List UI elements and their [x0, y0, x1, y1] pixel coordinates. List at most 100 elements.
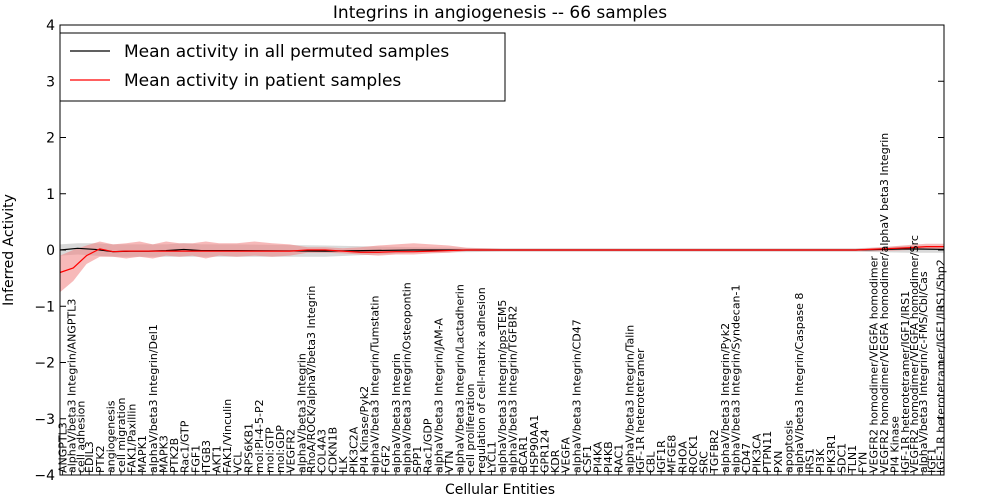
- entity-label: TLN1: [846, 445, 859, 474]
- entity-label: VEGFR2 homodimer/VEGFA homodimer/Src: [908, 235, 921, 473]
- entity-label: FGF2: [379, 445, 392, 473]
- entity-label: mol:GDP: [274, 425, 287, 473]
- chart-title: Integrins in angiogenesis -- 66 samples: [333, 3, 667, 23]
- entity-label: alphaV/beta3 Integrin/Del1: [147, 324, 160, 473]
- entity-label: alphaV/beta3 Integrin/CD47: [570, 319, 583, 473]
- entity-label: PI4 Kinase: [889, 416, 902, 473]
- entity-label: alphaV/beta3 Integrin/Osteopontin: [401, 282, 414, 473]
- entity-label: COL4A3: [316, 429, 329, 473]
- y-axis-label: Inferred Activity: [1, 194, 17, 306]
- entity-label: alphaV/beta3 Integrin/JAM-A: [432, 318, 445, 473]
- entity-label: TGFBR2: [708, 429, 721, 474]
- entity-label: mol:GTP: [264, 427, 277, 473]
- legend-box: [59, 32, 506, 102]
- entity-label: cell adhesion: [74, 401, 87, 473]
- entity-label: VEGFR2: [285, 429, 298, 473]
- entity-label: AKT1: [210, 445, 223, 473]
- y-axis-ticks: −4 −3 −2 −1 0 1 2 3 4: [34, 18, 944, 484]
- y-tick-label: 2: [46, 131, 55, 147]
- entity-label: VTN: [443, 451, 456, 473]
- entity-label: VEGFR2 homodimer/VEGFA homodimer/alphaV …: [878, 133, 891, 473]
- entity-label: alphaV/beta3 Integrin/Lactadherin: [454, 284, 467, 473]
- entity-label: ITGB3: [200, 440, 213, 473]
- entity-label: PTK2B: [168, 438, 181, 473]
- entity-label: regulation of cell-matrix adhesion: [475, 287, 488, 473]
- entity-label: KDR: [549, 449, 562, 473]
- entity-label: alphaV/beta3 Integrin/c-FMS/Cbl/Cas: [917, 271, 930, 473]
- entity-label: RPS6KB1: [242, 423, 255, 473]
- entity-label: MAPK1: [136, 435, 149, 473]
- entity-label: alphaV/beta3 Integrin/ANGPTL3: [65, 299, 78, 473]
- entity-label: cell proliferation: [464, 383, 477, 473]
- entity-label: alphaV/beta3 Integrin/TGFBR2: [507, 306, 520, 473]
- entity-label: FAK1/Paxillin: [126, 404, 139, 473]
- entity-label: mol:PI-4-5-P2: [253, 399, 266, 473]
- legend: Mean activity in all permuted samples Me…: [59, 32, 506, 102]
- entity-label: PTPN11: [761, 431, 774, 473]
- entity-label: alphaV/beta3 Integrin/ppsTEM5: [496, 300, 509, 473]
- entity-label: Rac1/GTP: [179, 420, 192, 473]
- entity-label: FAK1/Vinculin: [221, 399, 234, 473]
- entity-label: CSF1: [581, 445, 594, 473]
- entity-label: PI4KB: [602, 441, 615, 473]
- entity-label: PI4KA: [591, 441, 604, 473]
- entity-label: PIK3C2A: [347, 426, 360, 473]
- band-patient: [60, 241, 944, 293]
- entity-label: MAPK3: [157, 435, 170, 473]
- entity-label: FYN: [857, 452, 870, 473]
- entity-label: CD47: [740, 443, 753, 473]
- y-tick-label: −4: [34, 468, 55, 484]
- entity-label: alphaV/beta3 Integrin/Pyk2: [719, 323, 732, 473]
- y-tick-label: −3: [34, 412, 55, 428]
- entity-label: PIK3R1: [825, 434, 838, 473]
- entity-label: BCAR1: [517, 436, 530, 473]
- entity-label: PI4 Kinase/Pyk2: [358, 386, 371, 473]
- entity-label: alphaV/beta3 Integrin/Talin: [623, 325, 636, 473]
- entity-label: SDC1: [835, 443, 848, 473]
- entity-label: RHOA: [676, 441, 689, 473]
- entity-label: ROCK1: [687, 435, 700, 473]
- entity-label: IGF1: [926, 448, 939, 473]
- entity-label: LYCL1: [485, 441, 498, 473]
- entity-label: MFGE8: [666, 435, 679, 473]
- entity-label: angiogenesis: [104, 400, 117, 473]
- y-tick-label: 3: [46, 74, 55, 90]
- y-tick-label: −1: [34, 299, 55, 315]
- entity-label: RAC1: [613, 444, 626, 473]
- entity-label: CDKN1B: [326, 427, 339, 473]
- x-axis-label: Cellular Entities: [445, 482, 555, 498]
- entity-label: PI3K: [814, 448, 827, 473]
- entity-label: RhoA/ROCK/alphaV/beta3 Integrin: [305, 286, 318, 473]
- entity-label: Rac1/GDP: [422, 418, 435, 473]
- entity-label: PTK2: [94, 445, 107, 473]
- entity-label: IGF-1R heterotetramer/IGF1/IRS1/Shp2: [934, 259, 947, 473]
- entity-label: FGF1: [189, 445, 202, 473]
- entity-label: IGF1R: [655, 440, 668, 473]
- y-tick-label: 0: [46, 243, 55, 259]
- entity-label: alphaV/beta3 Integrin/Syndecan-1: [729, 285, 742, 474]
- entity-label: SRC: [698, 451, 711, 473]
- legend-label-permuted: Mean activity in all permuted samples: [124, 42, 449, 62]
- entity-label: VCL: [232, 451, 245, 473]
- entity-label: IGF-1R heterotetramer/IGF1/IRS1: [899, 291, 912, 473]
- series-lines: [59, 246, 945, 274]
- y-tick-label: 1: [46, 187, 55, 203]
- entity-label: HSP90AA1: [528, 415, 541, 473]
- entity-label: ILK: [337, 456, 350, 473]
- line-patient: [59, 246, 944, 274]
- entity-label: alphaV/beta3 Integrin/Tumstatin: [369, 296, 382, 473]
- entity-label: VEGFR2 homodimer/VEGFA homodimer: [867, 256, 880, 473]
- entity-label: PIK3CA: [751, 433, 764, 473]
- entity-label: EDIL3: [83, 441, 96, 473]
- legend-label-patient: Mean activity in patient samples: [124, 71, 401, 91]
- y-tick-label: −2: [34, 356, 55, 372]
- entity-label: alphaV/beta3 Integrin: [390, 353, 403, 473]
- entity-label: GPR124: [538, 429, 551, 473]
- entity-label: alphaV/beta3 Integrin/Caspase 8: [793, 293, 806, 473]
- entity-label: VEGFA: [560, 437, 573, 473]
- entity-label: apoptosis: [782, 420, 795, 473]
- entity-label: IRS1: [804, 448, 817, 473]
- entity-label: cell migration: [115, 397, 128, 473]
